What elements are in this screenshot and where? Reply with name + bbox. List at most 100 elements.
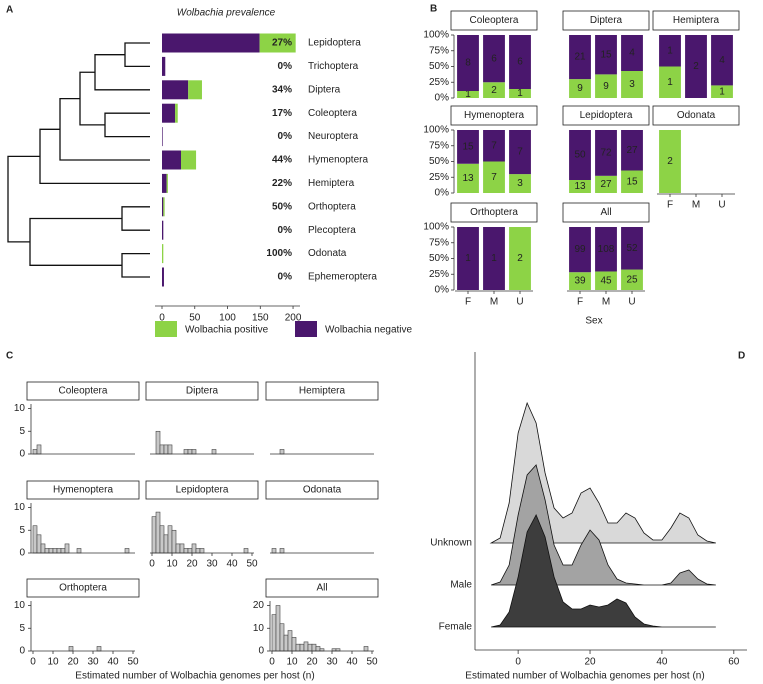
- histogram-bar: [76, 548, 82, 554]
- value-label: 2: [491, 85, 497, 96]
- histogram-bar: [307, 643, 313, 652]
- histogram-bar: [32, 449, 38, 455]
- category-label: Hemiptera: [308, 178, 355, 189]
- value-label: 72: [600, 148, 612, 159]
- y-tick-label: 0: [19, 449, 25, 460]
- x-tick-label: 0: [269, 657, 275, 668]
- legend-label: Wolbachia negative: [325, 325, 413, 336]
- value-label: 9: [603, 81, 609, 92]
- y-tick-label: 50%: [429, 156, 449, 167]
- annotation: 34%: [272, 84, 292, 95]
- bar: [569, 272, 591, 290]
- value-label: 2: [667, 156, 673, 167]
- value-label: 9: [577, 83, 583, 94]
- facet-title: Orthoptera: [470, 207, 518, 218]
- histogram-bar: [52, 548, 58, 554]
- histogram-bar: [191, 449, 197, 455]
- panel-label: D: [738, 351, 745, 362]
- value-label: 99: [574, 244, 586, 255]
- bar: [457, 227, 479, 290]
- value-label: 27: [600, 179, 612, 190]
- histogram-bar: [311, 643, 317, 652]
- x-tick-label: 50: [189, 313, 201, 324]
- bar: [162, 267, 164, 287]
- legend-label: Wolbachia positive: [185, 325, 269, 336]
- y-tick-label: 0%: [435, 285, 450, 296]
- facet-title: Odonata: [677, 110, 716, 121]
- x-tick-label: 50: [127, 657, 139, 668]
- facet-title: Odonata: [303, 485, 342, 496]
- y-tick-label: 0: [258, 646, 264, 657]
- histogram-bar: [271, 548, 277, 554]
- category-label: Lepidoptera: [308, 38, 361, 49]
- y-tick-label: 5: [19, 623, 25, 634]
- value-label: 7: [491, 172, 497, 183]
- bar: [162, 56, 166, 76]
- y-tick-label: 25%: [429, 269, 449, 280]
- histogram-bar: [56, 548, 62, 554]
- category-label: Coleoptera: [308, 108, 357, 119]
- y-category-label: Female: [439, 622, 473, 633]
- bar: [621, 35, 643, 71]
- bar: [483, 130, 505, 162]
- annotation: 17%: [272, 108, 292, 119]
- bar: [162, 220, 164, 240]
- density-ridge: [489, 401, 716, 544]
- value-label: 7: [491, 140, 497, 151]
- panel-label: A: [6, 5, 13, 16]
- histogram-bar: [183, 548, 189, 554]
- x-tick-label: 10: [286, 657, 298, 668]
- histogram-bar: [275, 605, 281, 652]
- x-tick-label: M: [692, 200, 700, 211]
- x-tick-label: 30: [326, 657, 338, 668]
- facet-title: Orthoptera: [59, 583, 107, 594]
- bar: [621, 269, 643, 290]
- y-tick-label: 10: [253, 623, 265, 634]
- x-tick-label: U: [718, 200, 725, 211]
- y-tick-label: 100%: [423, 30, 449, 41]
- facet-title: Hymenoptera: [53, 485, 113, 496]
- histogram-bar: [167, 525, 173, 554]
- bar: [595, 227, 617, 272]
- bar: [162, 127, 163, 147]
- category-label: Diptera: [308, 84, 341, 95]
- x-tick-label: 200: [285, 313, 302, 324]
- dendrogram: [7, 42, 150, 278]
- histogram-bar: [44, 548, 50, 554]
- x-tick-label: 40: [107, 657, 119, 668]
- bar: [509, 130, 531, 175]
- bar: [509, 89, 531, 98]
- bar: [685, 35, 707, 98]
- y-tick-label: 0: [19, 548, 25, 559]
- x-tick-label: 10: [47, 657, 59, 668]
- histogram-bar: [179, 543, 185, 554]
- facet-header: [26, 480, 140, 500]
- y-tick-label: 10: [14, 403, 26, 414]
- x-tick-label: 50: [246, 559, 258, 570]
- x-tick-label: 30: [87, 657, 99, 668]
- x-axis-title: Estimated number of Wolbachia genomes pe…: [465, 671, 704, 682]
- bar: [457, 163, 479, 193]
- y-tick-label: 10: [14, 502, 26, 513]
- histogram-bar: [243, 548, 249, 554]
- facet-header: [450, 10, 538, 31]
- value-label: 2: [517, 253, 523, 264]
- facet-header: [450, 202, 538, 223]
- histogram-bar: [36, 534, 42, 554]
- bar: [711, 85, 733, 98]
- y-tick-label: 25%: [429, 77, 449, 88]
- bar: [175, 103, 178, 123]
- panel-label: C: [6, 351, 13, 362]
- y-tick-label: 50%: [429, 253, 449, 264]
- histogram-bar: [363, 646, 369, 652]
- bar: [595, 175, 617, 193]
- value-label: 15: [626, 176, 638, 187]
- y-tick-label: 5: [19, 426, 25, 437]
- bar: [162, 33, 260, 53]
- histogram-bar: [211, 449, 217, 455]
- bar: [711, 35, 733, 86]
- histogram-bar: [163, 444, 169, 455]
- histogram-bar: [175, 543, 181, 554]
- histogram-bar: [68, 646, 74, 652]
